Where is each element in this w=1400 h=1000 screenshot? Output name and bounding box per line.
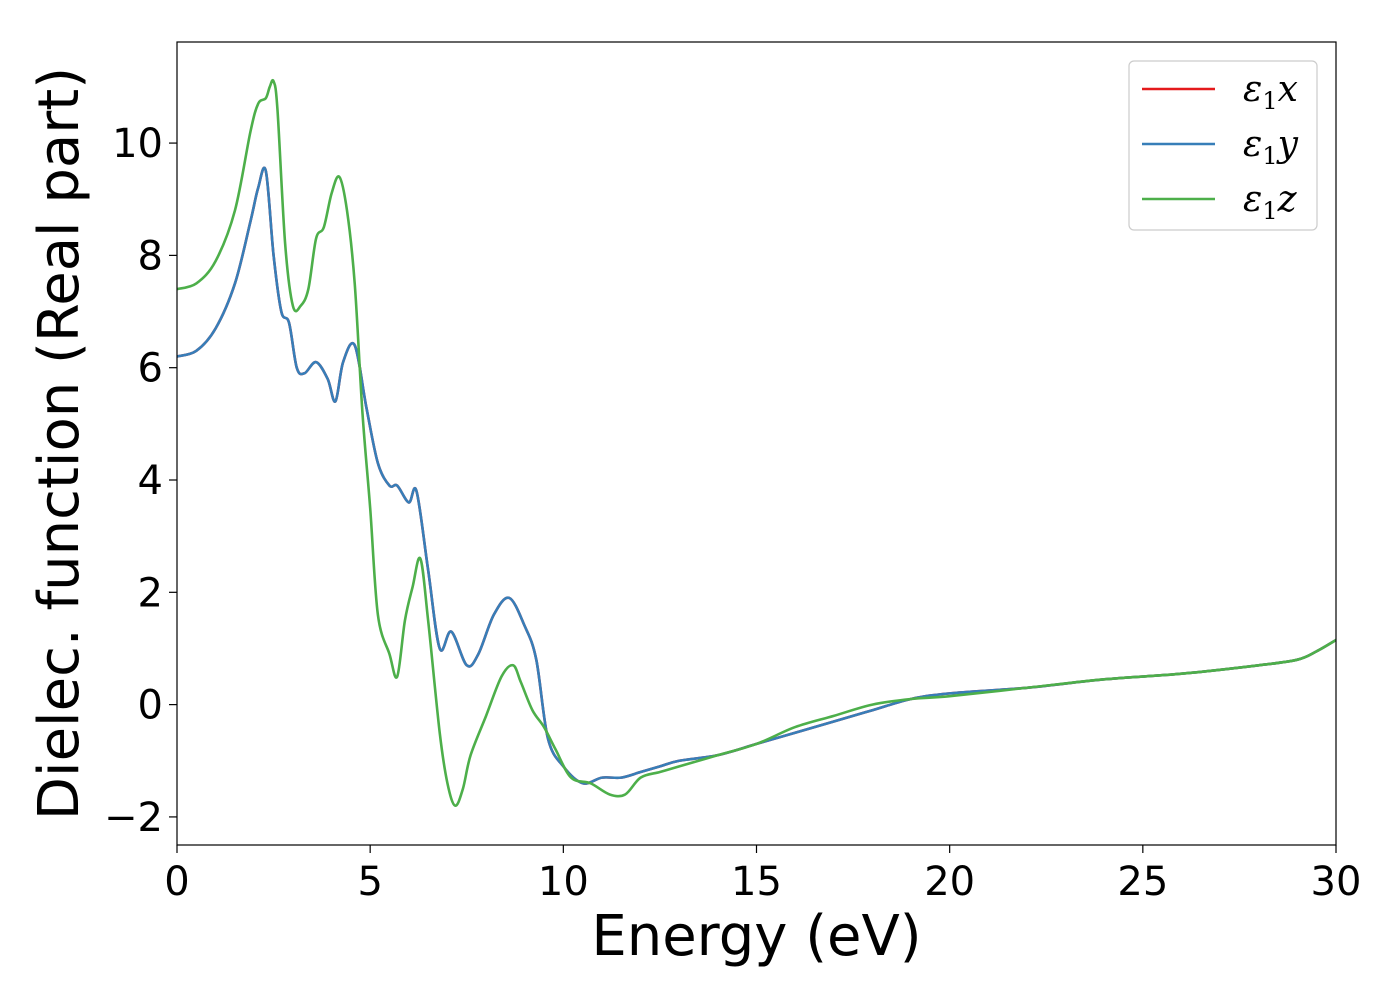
- y-tick-label: 8: [138, 233, 163, 279]
- x-tick-label: 0: [164, 859, 189, 905]
- y-tick-label: 6: [138, 346, 163, 392]
- x-tick-label: 10: [538, 859, 589, 905]
- y-tick-label: 2: [138, 570, 163, 616]
- y-axis-ticks: −2 0 2 4 6 8 10: [104, 121, 177, 841]
- x-tick-label: 30: [1311, 859, 1362, 905]
- legend-label: ε1x: [1243, 69, 1298, 115]
- series-line-z: [177, 78, 1336, 807]
- legend-label: ε1y: [1243, 124, 1299, 170]
- legend-item-y: ε1y: [1142, 124, 1299, 170]
- legend-item-z: ε1z: [1142, 179, 1298, 225]
- y-tick-label: 0: [138, 683, 163, 729]
- y-tick-label: 4: [138, 458, 163, 504]
- x-axis-title: Energy (eV): [591, 904, 921, 969]
- x-tick-label: 25: [1117, 859, 1168, 905]
- legend-item-x: ε1x: [1142, 69, 1298, 115]
- legend-label: ε1z: [1243, 179, 1298, 225]
- x-tick-label: 15: [731, 859, 782, 905]
- legend-box: [1128, 60, 1318, 231]
- y-axis-title: Dielec. function (Real part): [27, 67, 92, 820]
- legend: ε1x ε1y ε1z: [1128, 60, 1318, 231]
- y-tick-label: −2: [104, 795, 163, 841]
- series-layer: [177, 78, 1336, 807]
- x-tick-label: 20: [924, 859, 975, 905]
- y-tick-label: 10: [112, 121, 163, 167]
- x-tick-label: 5: [357, 859, 382, 905]
- series-line-y: [177, 166, 1336, 785]
- x-axis-ticks: 0 5 10 15 20 25 30: [164, 845, 1361, 905]
